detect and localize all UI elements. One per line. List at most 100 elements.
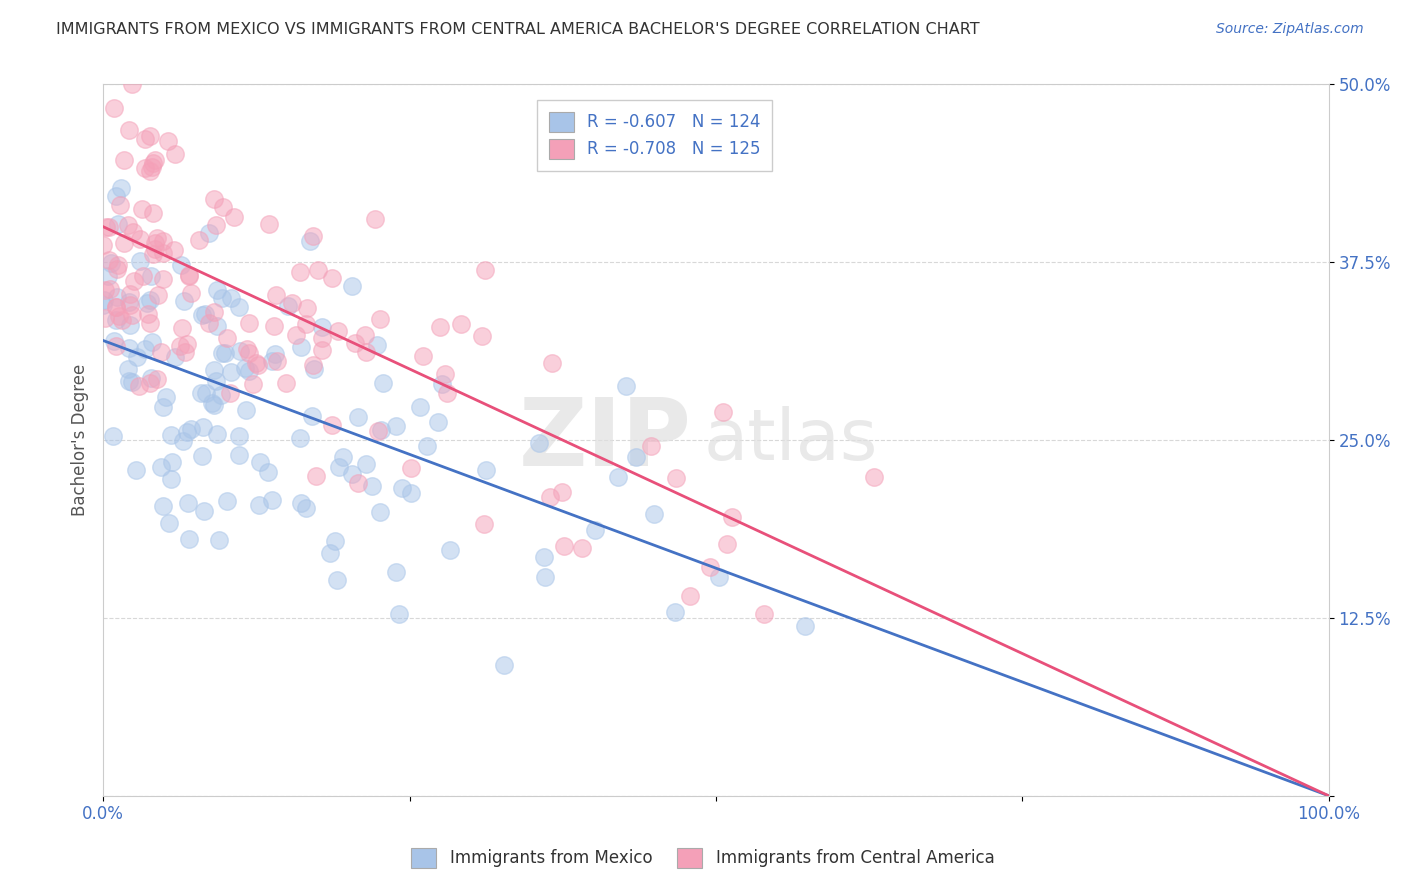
Point	[134, 132, 156, 146]
Point	[368, 505, 391, 519]
Point	[180, 285, 202, 300]
Point	[204, 219, 226, 233]
Point	[288, 265, 311, 279]
Point	[385, 566, 408, 580]
Point	[472, 517, 495, 532]
Point	[139, 376, 162, 390]
Point	[264, 347, 287, 361]
Point	[434, 368, 457, 382]
Point	[347, 410, 370, 425]
Point	[105, 262, 128, 277]
Point	[180, 421, 202, 435]
Point	[207, 319, 229, 334]
Point	[120, 298, 142, 312]
Point	[412, 349, 434, 363]
Point	[281, 296, 304, 310]
Point	[136, 307, 159, 321]
Point	[121, 78, 143, 92]
Point	[93, 298, 115, 312]
Point	[290, 496, 312, 510]
Point	[165, 351, 187, 365]
Point	[136, 295, 159, 310]
Point	[370, 424, 392, 438]
Point	[235, 342, 257, 356]
Point	[228, 301, 250, 315]
Point	[105, 300, 128, 314]
Point	[117, 123, 139, 137]
Point	[193, 504, 215, 518]
Point	[146, 288, 169, 302]
Point	[112, 235, 135, 250]
Point	[105, 313, 128, 327]
Point	[104, 339, 127, 353]
Point	[122, 274, 145, 288]
Point	[145, 230, 167, 244]
Point	[152, 246, 174, 260]
Point	[643, 508, 665, 522]
Point	[187, 233, 209, 247]
Point	[190, 386, 212, 401]
Legend: Immigrants from Mexico, Immigrants from Central America: Immigrants from Mexico, Immigrants from …	[405, 841, 1001, 875]
Point	[152, 272, 174, 286]
Point	[606, 470, 628, 484]
Point	[583, 523, 606, 537]
Point	[699, 560, 721, 574]
Point	[179, 268, 201, 282]
Point	[716, 537, 738, 551]
Point	[364, 211, 387, 226]
Point	[373, 376, 395, 391]
Point	[103, 334, 125, 348]
Point	[527, 435, 550, 450]
Point	[301, 359, 323, 373]
Point	[202, 305, 225, 319]
Point	[128, 231, 150, 245]
Point	[246, 358, 269, 372]
Point	[295, 317, 318, 331]
Point	[238, 346, 260, 360]
Point	[325, 534, 347, 549]
Point	[321, 270, 343, 285]
Point	[152, 500, 174, 514]
Point	[720, 510, 742, 524]
Point	[346, 475, 368, 490]
Point	[391, 481, 413, 495]
Point	[202, 363, 225, 377]
Point	[118, 374, 141, 388]
Point	[249, 455, 271, 469]
Point	[238, 316, 260, 330]
Point	[141, 160, 163, 174]
Point	[160, 472, 183, 486]
Point	[450, 318, 472, 332]
Point	[534, 570, 557, 584]
Point	[233, 360, 256, 375]
Point	[177, 268, 200, 283]
Point	[366, 338, 388, 352]
Point	[640, 439, 662, 453]
Text: IMMIGRANTS FROM MEXICO VS IMMIGRANTS FROM CENTRAL AMERICA BACHELOR'S DEGREE CORR: IMMIGRANTS FROM MEXICO VS IMMIGRANTS FRO…	[56, 22, 980, 37]
Point	[295, 501, 318, 516]
Point	[165, 146, 187, 161]
Point	[134, 161, 156, 176]
Point	[474, 263, 496, 277]
Point	[217, 331, 239, 345]
Point	[176, 336, 198, 351]
Y-axis label: Bachelor's Degree: Bachelor's Degree	[72, 364, 89, 516]
Point	[711, 405, 734, 419]
Point	[208, 533, 231, 547]
Point	[149, 460, 172, 475]
Point	[98, 282, 121, 296]
Point	[152, 234, 174, 248]
Point	[235, 403, 257, 417]
Point	[219, 291, 242, 305]
Text: ZIP: ZIP	[519, 394, 692, 486]
Point	[143, 235, 166, 250]
Point	[91, 238, 114, 252]
Point	[475, 463, 498, 477]
Point	[111, 313, 134, 327]
Point	[408, 401, 430, 415]
Point	[679, 589, 702, 603]
Point	[307, 263, 329, 277]
Point	[494, 657, 516, 672]
Point	[238, 363, 260, 377]
Point	[104, 189, 127, 203]
